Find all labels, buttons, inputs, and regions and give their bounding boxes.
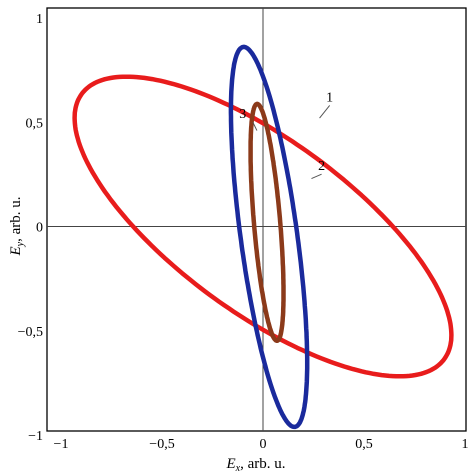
- x-tick-labels: −1 −0,5 0 0,5 1: [54, 437, 469, 452]
- y-tick-labels: 1 0,5 0 −0,5 −1: [18, 12, 43, 444]
- y-tick-label: 1: [36, 12, 43, 27]
- y-tick-label: −1: [28, 429, 43, 444]
- x-tick-label: −0,5: [149, 437, 174, 452]
- series-2-curve: [228, 44, 310, 430]
- series-1-curve: [72, 74, 454, 379]
- series-2-leader: [311, 173, 322, 180]
- series-1-label: 1: [326, 90, 333, 105]
- y-tick-label: −0,5: [18, 325, 43, 340]
- x-axis-label: Ex, arb. u.: [225, 456, 285, 474]
- curve-labels: 1 2 3: [239, 90, 333, 180]
- x-tick-label: 0,5: [355, 437, 373, 452]
- series-2-label: 2: [318, 159, 325, 174]
- x-tick-label: 1: [462, 437, 469, 452]
- x-tick-label: 0: [260, 437, 267, 452]
- y-tick-label: 0,5: [26, 116, 44, 131]
- y-tick-label: 0: [36, 221, 43, 236]
- zero-lines: [47, 8, 466, 431]
- y-axis-label: Ey, arb. u.: [8, 196, 26, 256]
- series-1-leader: [319, 105, 331, 119]
- curves: [72, 44, 454, 430]
- series-3-curve: [248, 101, 286, 343]
- x-tick-label: −1: [54, 437, 69, 452]
- series-3-label: 3: [239, 107, 246, 122]
- plot-frame: [46, 7, 467, 432]
- series-3-leader: [252, 121, 258, 131]
